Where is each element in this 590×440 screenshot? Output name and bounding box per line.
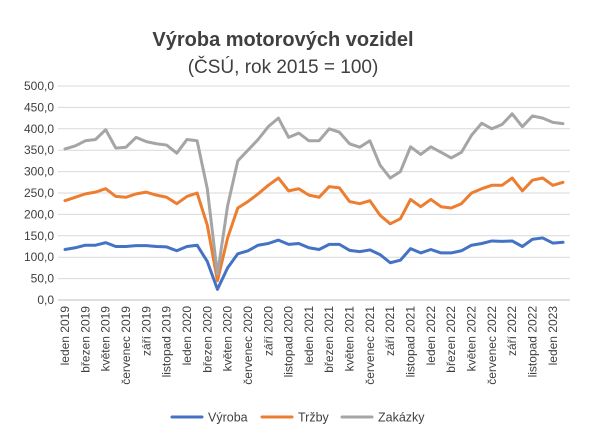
series-line-výroba [63, 236, 565, 291]
y-tick-label: 350,0 [24, 143, 54, 157]
y-tick-label: 450,0 [24, 100, 54, 114]
y-tick-label: 0,0 [37, 293, 54, 307]
chart-subtitle: (ČSÚ, rok 2015 = 100) [188, 56, 379, 78]
x-axis-ticks: leden 2019 březen 2019 květen 2019 červenec… [58, 306, 560, 385]
x-tick-label: květen 2022 [465, 306, 479, 372]
x-tick-label: listopad 2021 [404, 306, 418, 378]
legend-label: Výroba [208, 411, 248, 425]
series-line-zakázky [63, 112, 565, 276]
y-tick-label: 500,0 [24, 79, 54, 93]
x-tick-label: leden 2019 [58, 306, 72, 366]
x-tick-label: březen 2022 [444, 306, 458, 373]
x-tick-label: červenec 2021 [363, 306, 377, 385]
x-tick-label: leden 2021 [302, 306, 316, 366]
series-line-tržby [63, 176, 565, 283]
legend-label: Zakázky [378, 411, 425, 425]
x-tick-label: červenec 2022 [485, 306, 499, 385]
x-tick-label: září 2022 [505, 306, 519, 356]
y-tick-label: 400,0 [24, 122, 54, 136]
x-tick-label: leden 2023 [546, 306, 560, 366]
y-tick-label: 250,0 [24, 186, 54, 200]
y-tick-label: 100,0 [24, 250, 54, 264]
x-tick-label: březen 2019 [78, 306, 92, 373]
x-tick-label: březen 2021 [322, 306, 336, 373]
x-tick-label: listopad 2020 [282, 306, 296, 378]
x-tick-label: září 2021 [383, 306, 397, 356]
x-tick-label: červenec 2020 [241, 306, 255, 385]
y-tick-label: 200,0 [24, 207, 54, 221]
x-tick-label: listopad 2022 [526, 306, 540, 378]
x-tick-label: září 2019 [139, 306, 153, 356]
x-tick-label: červenec 2019 [119, 306, 133, 385]
x-tick-label: květen 2021 [343, 306, 357, 372]
y-tick-label: 150,0 [24, 229, 54, 243]
x-tick-label: březen 2020 [200, 306, 214, 373]
legend-label: Tržby [298, 411, 330, 425]
x-tick-label: květen 2019 [99, 306, 113, 372]
y-tick-label: 300,0 [24, 165, 54, 179]
x-tick-label: leden 2020 [180, 306, 194, 366]
chart-title: Výroba motorových vozidel [152, 29, 413, 51]
y-axis-ticks: 0,0 50,0 100,0 150,0 200,0 250,0 300,0 350,0 400… [24, 79, 54, 307]
series-lines [63, 112, 565, 291]
x-tick-label: leden 2022 [424, 306, 438, 366]
x-tick-label: listopad 2019 [160, 306, 174, 378]
x-tick-label: září 2020 [261, 306, 275, 356]
y-tick-label: 50,0 [31, 272, 55, 286]
x-tick-label: květen 2020 [221, 306, 235, 372]
legend: Výroba Tržby Zakázky [170, 411, 425, 425]
